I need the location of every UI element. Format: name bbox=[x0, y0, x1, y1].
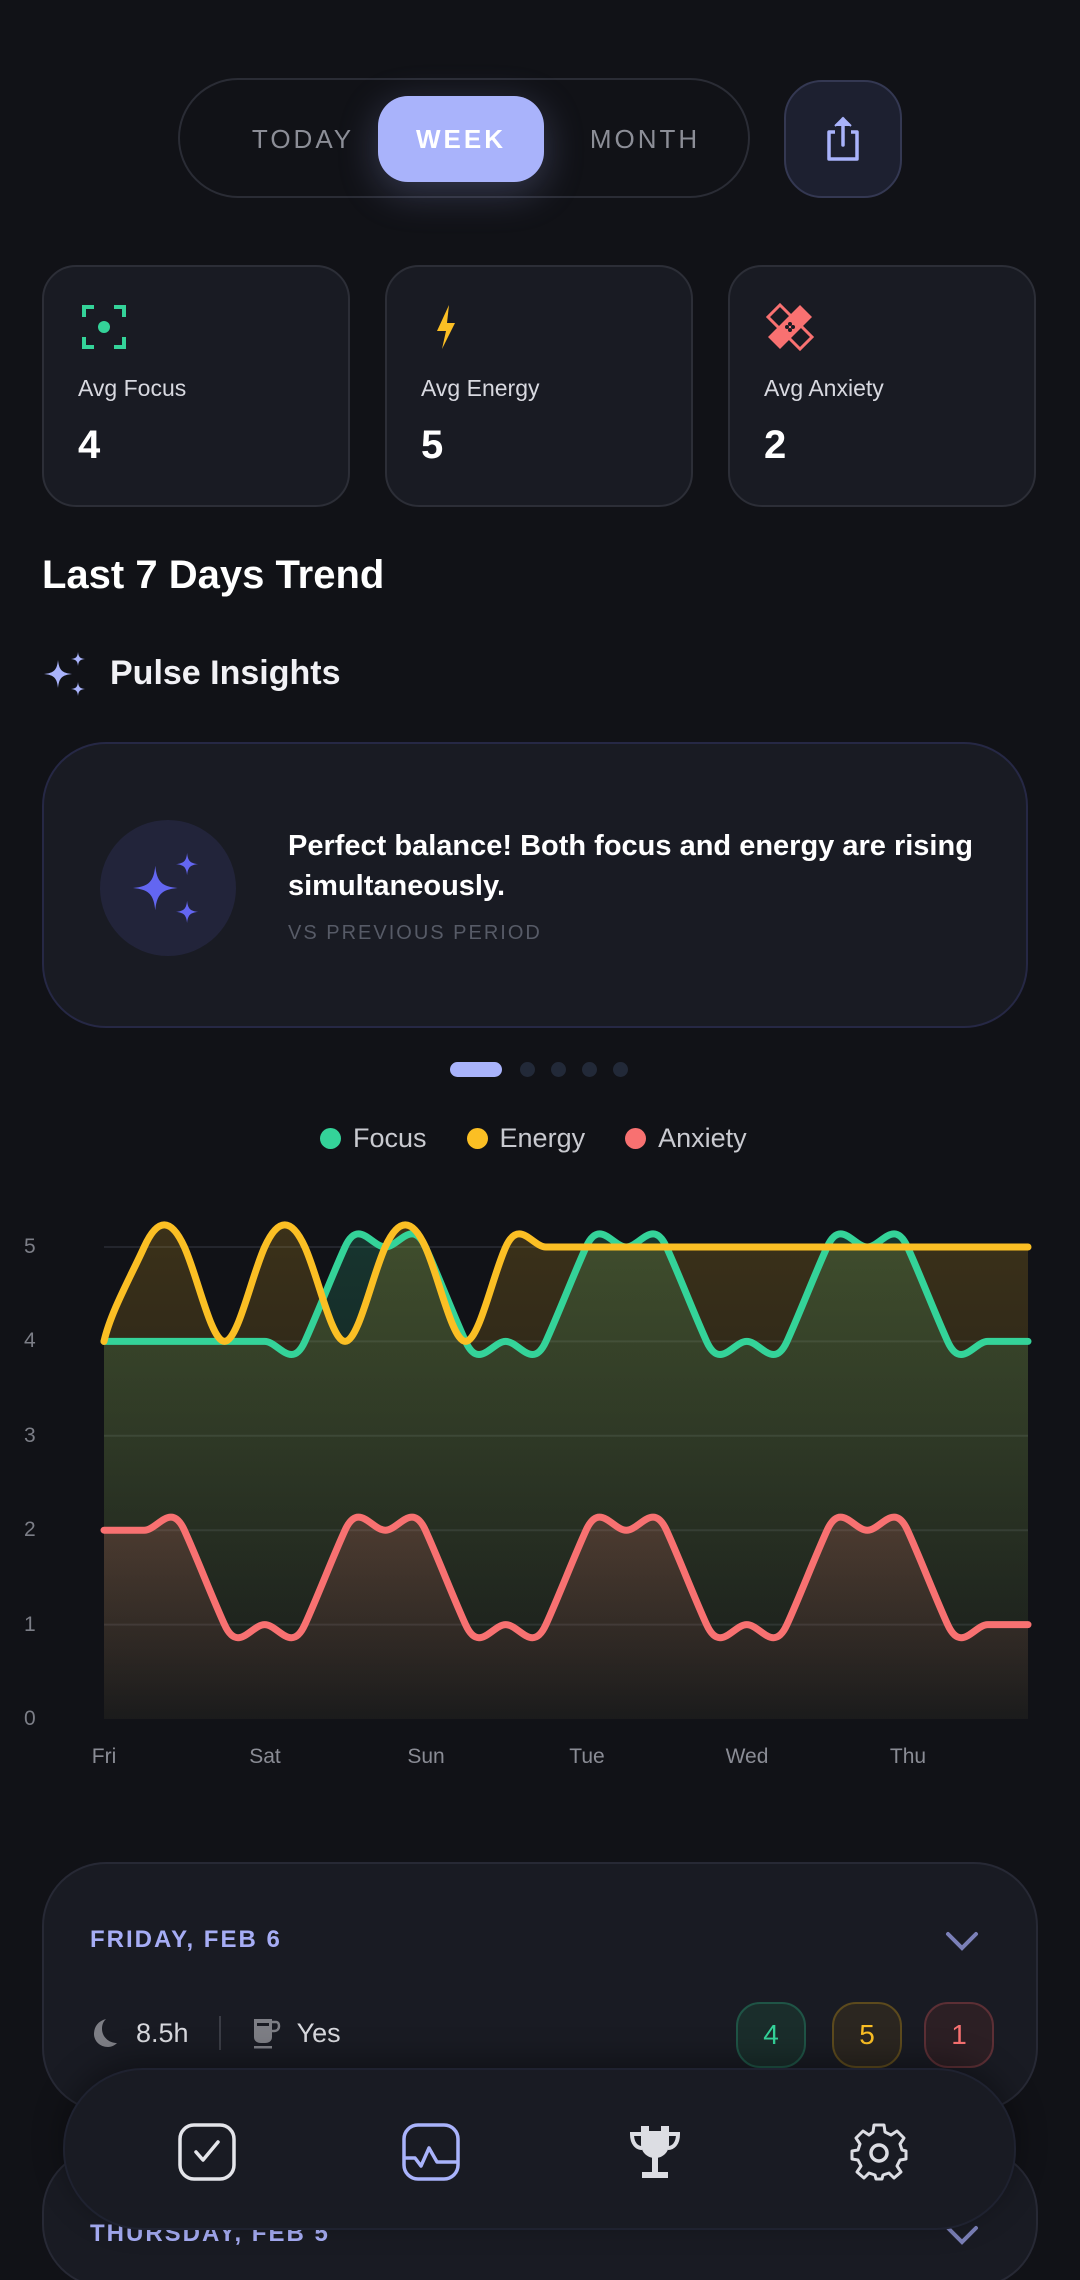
page-dot-active[interactable] bbox=[450, 1062, 502, 1077]
page-dot[interactable] bbox=[551, 1062, 566, 1077]
y-tick-label: 5 bbox=[24, 1235, 36, 1258]
stat-card-focus: Avg Focus 4 bbox=[42, 265, 350, 507]
x-tick-label: Tue bbox=[569, 1745, 605, 1768]
anxiety-score-badge: 1 bbox=[924, 2002, 994, 2068]
chart-icon bbox=[402, 2123, 460, 2181]
trend-chart bbox=[100, 1221, 1032, 1719]
insights-title: Pulse Insights bbox=[110, 654, 341, 692]
page-dot[interactable] bbox=[520, 1062, 535, 1077]
legend-label: Energy bbox=[499, 1122, 586, 1153]
day-meta: 8.5h Yes bbox=[90, 2016, 341, 2050]
trophy-icon bbox=[629, 2126, 681, 2178]
page-dot[interactable] bbox=[582, 1062, 597, 1077]
period-selector: TODAY WEEK MONTH bbox=[178, 78, 750, 198]
tab-today[interactable]: TODAY bbox=[251, 123, 355, 154]
y-tick-label: 0 bbox=[24, 1707, 36, 1730]
focus-icon bbox=[82, 305, 126, 349]
chevron-down-icon[interactable] bbox=[944, 1930, 980, 1954]
stat-value: 5 bbox=[421, 423, 444, 467]
line-anxiety bbox=[100, 1513, 1032, 1642]
stat-label: Avg Focus bbox=[78, 375, 187, 401]
caffeine-value: Yes bbox=[296, 2017, 341, 2048]
legend-swatch bbox=[466, 1127, 488, 1149]
x-tick-label: Fri bbox=[91, 1745, 117, 1768]
moon-icon bbox=[94, 2019, 117, 2047]
lightning-icon bbox=[437, 305, 455, 349]
y-tick-label: 4 bbox=[24, 1329, 36, 1353]
sleep-hours: 8.5h bbox=[136, 2017, 189, 2048]
gear-icon bbox=[850, 2123, 908, 2181]
checkbox-icon bbox=[178, 2123, 236, 2181]
sparkles-icon bbox=[133, 853, 199, 923]
stat-label: Avg Energy bbox=[421, 375, 540, 401]
divider bbox=[218, 2016, 221, 2050]
legend-label: Anxiety bbox=[658, 1122, 747, 1153]
stat-label: Avg Anxiety bbox=[764, 375, 884, 401]
nav-trends[interactable] bbox=[391, 2112, 471, 2192]
insight-message: Perfect balance! Both focus and energy a… bbox=[288, 830, 973, 902]
stat-value: 2 bbox=[764, 423, 787, 467]
x-tick-label: Thu bbox=[889, 1745, 927, 1768]
legend-swatch bbox=[625, 1127, 647, 1149]
sparkles-icon bbox=[44, 652, 85, 696]
legend-anxiety: Anxiety bbox=[625, 1120, 747, 1156]
x-tick-label: Sat bbox=[249, 1745, 281, 1768]
coffee-icon bbox=[253, 2019, 280, 2049]
nav-settings[interactable] bbox=[839, 2112, 919, 2192]
legend-focus: Focus bbox=[320, 1120, 427, 1156]
chevron-down-icon[interactable] bbox=[944, 2224, 980, 2248]
legend-energy: Energy bbox=[466, 1120, 586, 1156]
legend-swatch bbox=[320, 1127, 341, 1149]
nav-check-in[interactable] bbox=[167, 2112, 247, 2192]
day-date: FRIDAY, FEB 6 bbox=[90, 1926, 282, 1953]
energy-score-badge: 5 bbox=[832, 2002, 902, 2068]
nav-achievements[interactable] bbox=[615, 2112, 695, 2192]
legend-label: Focus bbox=[353, 1122, 427, 1153]
stat-card-anxiety: Avg Anxiety 2 bbox=[728, 265, 1036, 507]
y-tick-label: 1 bbox=[24, 1612, 36, 1636]
bottom-nav bbox=[63, 2068, 1016, 2230]
share-button[interactable] bbox=[784, 80, 902, 198]
insight-card[interactable]: Perfect balance! Both focus and energy a… bbox=[42, 742, 1028, 1028]
stat-card-energy: Avg Energy 5 bbox=[385, 265, 693, 507]
area-anxiety bbox=[104, 1517, 1028, 1719]
trend-title: Last 7 Days Trend bbox=[42, 553, 385, 597]
y-tick-label: 3 bbox=[24, 1423, 36, 1447]
insight-icon-bubble bbox=[100, 820, 236, 956]
bandage-icon bbox=[766, 303, 814, 351]
tab-month[interactable]: MONTH bbox=[589, 123, 701, 154]
page-dot[interactable] bbox=[613, 1062, 628, 1077]
x-tick-label: Sun bbox=[407, 1745, 445, 1768]
insight-subtitle: VS PREVIOUS PERIOD bbox=[288, 922, 542, 944]
tab-week[interactable]: WEEK bbox=[378, 96, 544, 182]
share-icon bbox=[827, 116, 859, 161]
line-energy bbox=[100, 1221, 1032, 1345]
stat-value: 4 bbox=[78, 423, 101, 467]
focus-score-badge: 4 bbox=[736, 2002, 806, 2068]
y-tick-label: 2 bbox=[24, 1518, 36, 1542]
x-tick-label: Wed bbox=[725, 1745, 769, 1768]
chart-legend: Focus Energy Anxiety bbox=[320, 1120, 787, 1156]
